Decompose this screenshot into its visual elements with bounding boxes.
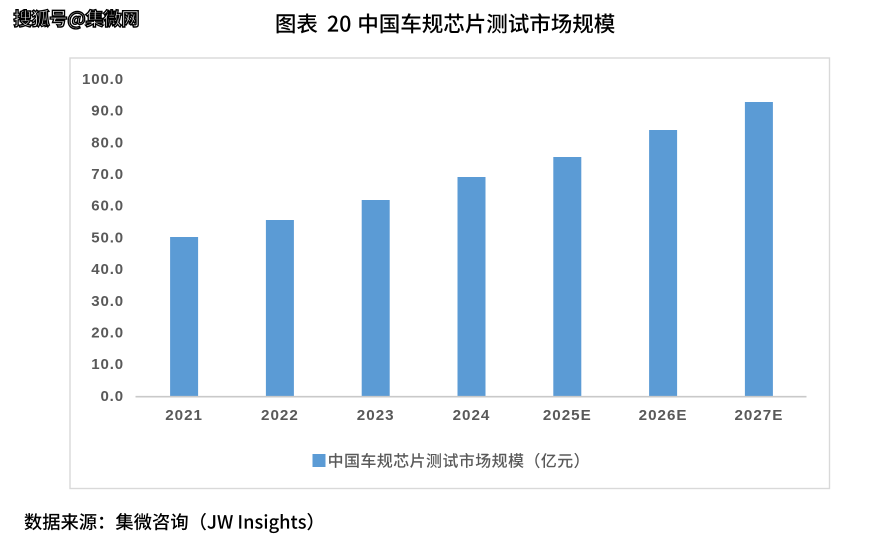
svg-text:100.0: 100.0 (82, 71, 124, 88)
svg-text:40.0: 40.0 (91, 261, 124, 278)
svg-text:20.0: 20.0 (91, 324, 124, 341)
svg-text:2024: 2024 (453, 407, 491, 424)
svg-text:2026E: 2026E (639, 407, 688, 424)
svg-text:2022: 2022 (261, 407, 299, 424)
svg-text:80.0: 80.0 (91, 134, 124, 151)
svg-text:0.0: 0.0 (100, 388, 124, 405)
svg-text:70.0: 70.0 (91, 166, 124, 183)
svg-text:2025E: 2025E (543, 407, 592, 424)
svg-text:50.0: 50.0 (91, 229, 124, 246)
svg-text:2021: 2021 (165, 407, 203, 424)
svg-text:90.0: 90.0 (91, 103, 124, 120)
svg-text:2027E: 2027E (734, 407, 783, 424)
svg-text:30.0: 30.0 (91, 293, 124, 310)
svg-text:60.0: 60.0 (91, 198, 124, 215)
svg-text:10.0: 10.0 (91, 356, 124, 373)
svg-text:2023: 2023 (357, 407, 395, 424)
